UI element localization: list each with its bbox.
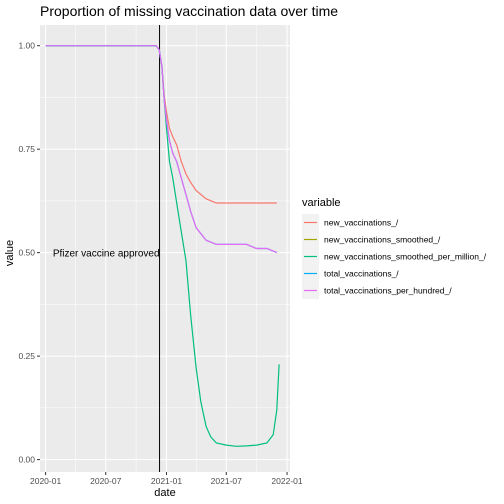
x-axis-label: date [154, 487, 175, 499]
x-ticks: 2020-01 2020-07 2021-01 2021-07 2022-01 [30, 472, 303, 486]
legend-label: new_vaccinations_smoothed_per_million_/ [324, 252, 487, 262]
legend: variable new_vaccinations_/ new_vaccinati… [302, 197, 487, 299]
annotation-label: Pfizer vaccine approved [53, 249, 160, 260]
annotation-group: Pfizer vaccine approved [53, 249, 160, 260]
legend-label: total_vaccinations_/ [324, 269, 399, 279]
y-tick-label: 0.50 [18, 248, 35, 258]
y-ticks: 0.00 0.25 0.50 0.75 1.00 [18, 41, 40, 465]
chart-title: Proportion of missing vaccination data o… [40, 3, 338, 19]
x-tick-label: 2021-01 [151, 476, 182, 486]
y-tick-label: 0.00 [18, 455, 35, 465]
legend-label: total_vaccinations_per_hundred_/ [324, 286, 452, 296]
y-tick-label: 1.00 [18, 41, 35, 51]
series-group [45, 45, 280, 447]
x-tick-label: 2020-07 [90, 476, 121, 486]
legend-label: new_vaccinations_/ [324, 218, 399, 228]
legend-title: variable [302, 197, 341, 209]
x-tick-label: 2020-01 [30, 476, 61, 486]
y-axis-label: value [4, 240, 16, 266]
series-line-total-vaccinations-per-hundred [45, 45, 278, 254]
y-tick-label: 0.25 [18, 351, 35, 361]
y-tick-label: 0.75 [18, 144, 35, 154]
x-tick-label: 2021-07 [211, 476, 242, 486]
grid-lines [40, 25, 290, 472]
x-tick-label: 2022-01 [271, 476, 302, 486]
legend-label: new_vaccinations_smoothed_/ [324, 235, 441, 245]
